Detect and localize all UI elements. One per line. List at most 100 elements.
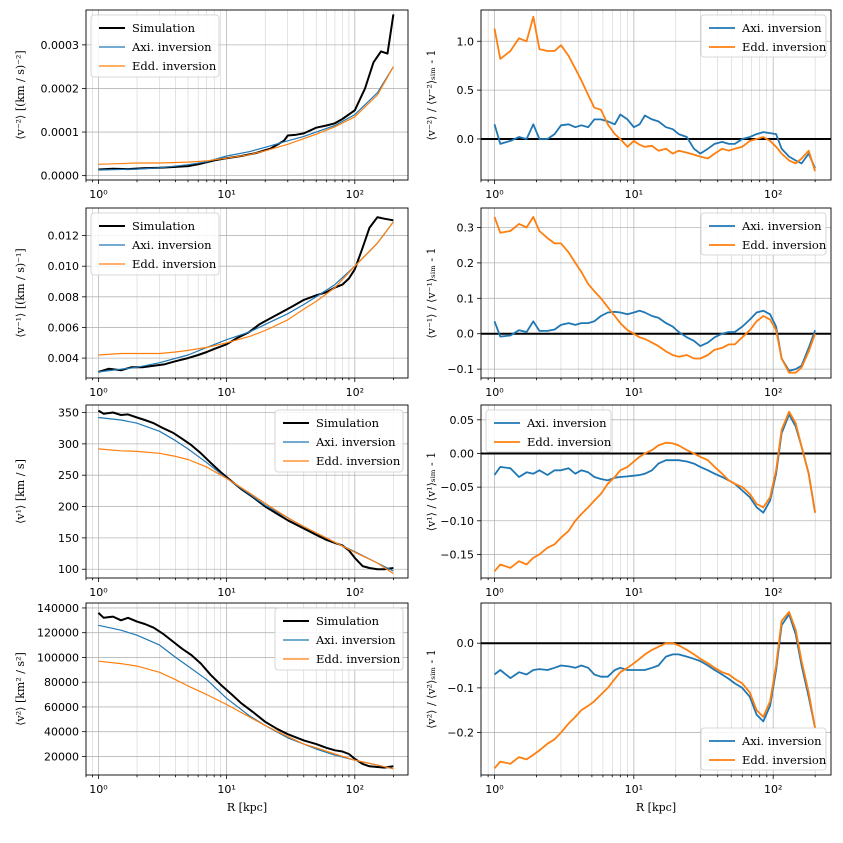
y-axis-label: ⟨v⁻²⟩ / ⟨v⁻²⟩ₛᵢₘ - 1 xyxy=(425,49,438,140)
y-tick-label: −0.05 xyxy=(440,481,474,494)
y-axis-label: ⟨v¹⟩ [km / s] xyxy=(14,459,27,524)
legend: Axi. inversion Edd. inversion xyxy=(700,14,827,58)
series-edd-inversion-line xyxy=(98,660,394,770)
y-tick-label: 140000 xyxy=(37,602,79,615)
x-tick-label: 10¹ xyxy=(217,586,235,599)
x-tick-label: 10² xyxy=(346,586,364,599)
series-group xyxy=(98,216,394,373)
x-tick-label: 10¹ xyxy=(217,386,235,399)
series-edd-inversion-line xyxy=(493,216,816,374)
legend: Axi. inversion Edd. inversion xyxy=(700,212,827,256)
x-tick-label: 10⁰ xyxy=(89,188,108,201)
series-group xyxy=(493,216,816,374)
series-group xyxy=(493,15,816,172)
series-group xyxy=(97,409,394,575)
legend-entry: Axi. inversion xyxy=(315,435,396,449)
legend-entry: Edd. inversion xyxy=(742,40,827,54)
chart-p7: 20000 40000 60000 80000 100000 120000 140000 10… xyxy=(14,602,409,814)
x-tick-label: 10² xyxy=(346,783,364,796)
x-tick-label: 10¹ xyxy=(625,386,643,399)
y-axis-label: ⟨v²⟩ / ⟨v²⟩ₛᵢₘ - 1 xyxy=(425,649,438,729)
legend-entry: Edd. inversion xyxy=(742,753,827,767)
y-tick-label: 0.0001 xyxy=(41,126,80,139)
x-tick-label: 10² xyxy=(764,783,782,796)
chart-p3: 0.004 0.006 0.008 0.010 0.012 10⁰ 10¹ 10² ⟨v⁻¹⟩ … xyxy=(14,207,409,399)
series-edd-inversion-line xyxy=(493,15,816,172)
series-axi-inversion-line xyxy=(98,66,394,171)
y-tick-label: −0.10 xyxy=(440,515,474,528)
y-tick-label: 0.010 xyxy=(48,260,80,273)
series-group xyxy=(98,14,395,171)
legend-entry: Simulation xyxy=(132,21,196,35)
x-tick-label: 10⁰ xyxy=(485,188,504,201)
y-axis-label: ⟨v⁻²⟩ [(km / s)⁻²] xyxy=(14,50,27,139)
x-tick-label: 10⁰ xyxy=(485,386,504,399)
series-group xyxy=(493,410,816,572)
y-tick-label: 300 xyxy=(58,438,79,451)
legend-entry: Edd. inversion xyxy=(132,59,217,73)
y-tick-label: 0.0002 xyxy=(41,82,80,95)
x-tick-label: 10² xyxy=(346,386,364,399)
legend: Simulation Axi. inversion Edd. inversion xyxy=(274,607,404,671)
legend-entry: Axi. inversion xyxy=(741,21,822,35)
legend-entry: Edd. inversion xyxy=(132,257,217,271)
x-tick-label: 10² xyxy=(764,188,782,201)
legend: Axi. inversion Edd. inversion xyxy=(485,409,612,453)
legend: Simulation Axi. inversion Edd. inversion xyxy=(90,14,220,78)
x-tick-label: 10⁰ xyxy=(89,783,108,796)
y-tick-label: 100000 xyxy=(37,651,79,664)
axes-frame xyxy=(85,207,409,379)
chart-p8: −0.2 −0.1 0.0 10⁰ 10¹ 10² ⟨v²⟩ / ⟨v²⟩ₛᵢₘ - 1 R … xyxy=(425,602,832,814)
axes-frame xyxy=(480,404,832,579)
legend-entry: Simulation xyxy=(316,416,380,430)
x-tick-label: 10¹ xyxy=(217,783,235,796)
legend-entry: Edd. inversion xyxy=(316,454,401,468)
y-tick-label: 0.1 xyxy=(457,292,475,305)
x-tick-label: 10¹ xyxy=(625,188,643,201)
y-tick-label: 1.0 xyxy=(457,35,475,48)
y-axis-label: ⟨v¹⟩ / ⟨v¹⟩ₛᵢₘ - 1 xyxy=(425,452,438,532)
x-tick-label: 10² xyxy=(346,188,364,201)
y-tick-label: 0.006 xyxy=(48,321,80,334)
y-tick-label: 0.0 xyxy=(457,133,475,146)
y-tick-label: 0.3 xyxy=(457,221,475,234)
chart-p4: −0.1 0.0 0.1 0.2 0.3 10⁰ 10¹ 10² ⟨v⁻¹⟩ / ⟨v⁻¹⟩ₛᵢ… xyxy=(425,207,832,399)
legend-box xyxy=(90,212,220,276)
y-tick-label: −0.1 xyxy=(447,363,474,376)
x-tick-label: 10⁰ xyxy=(485,783,504,796)
axes-frame xyxy=(480,602,832,776)
y-tick-label: 40000 xyxy=(44,726,79,739)
series-edd-inversion-line xyxy=(98,66,394,165)
x-tick-label: 10⁰ xyxy=(89,586,108,599)
y-tick-label: 0.0 xyxy=(457,328,475,341)
y-tick-label: 120000 xyxy=(37,627,79,640)
x-tick-label: 10² xyxy=(764,386,782,399)
y-tick-label: 0.0 xyxy=(457,637,475,650)
y-tick-label: 80000 xyxy=(44,676,79,689)
series-axi-inversion-line xyxy=(493,309,816,372)
y-tick-label: 0.2 xyxy=(457,257,475,270)
legend-entry: Simulation xyxy=(316,614,380,628)
legend: Simulation Axi. inversion Edd. inversion xyxy=(274,409,404,473)
series-axi-inversion-line xyxy=(98,624,394,770)
series-axi-inversion-line xyxy=(493,613,816,729)
y-tick-label: 0.008 xyxy=(48,291,80,304)
legend: Axi. inversion Edd. inversion xyxy=(700,727,827,771)
legend-entry: Simulation xyxy=(132,219,196,233)
axes-frame xyxy=(85,404,409,579)
x-axis-label: R [kpc] xyxy=(636,801,676,814)
legend-box xyxy=(274,607,404,671)
legend-entry: Axi. inversion xyxy=(131,40,212,54)
axes-frame xyxy=(480,207,832,379)
y-tick-label: 0.0003 xyxy=(41,39,80,52)
axes-frame xyxy=(480,9,832,181)
series-edd-inversion-line xyxy=(493,611,816,769)
x-tick-label: 10¹ xyxy=(625,783,643,796)
legend-entry: Edd. inversion xyxy=(316,652,401,666)
x-tick-label: 10⁰ xyxy=(89,386,108,399)
series-simulation-line xyxy=(98,216,394,373)
y-tick-label: −0.1 xyxy=(447,682,474,695)
legend-entry: Axi. inversion xyxy=(131,238,212,252)
series-axi-inversion-line xyxy=(493,413,816,514)
y-tick-label: 200 xyxy=(58,501,79,514)
